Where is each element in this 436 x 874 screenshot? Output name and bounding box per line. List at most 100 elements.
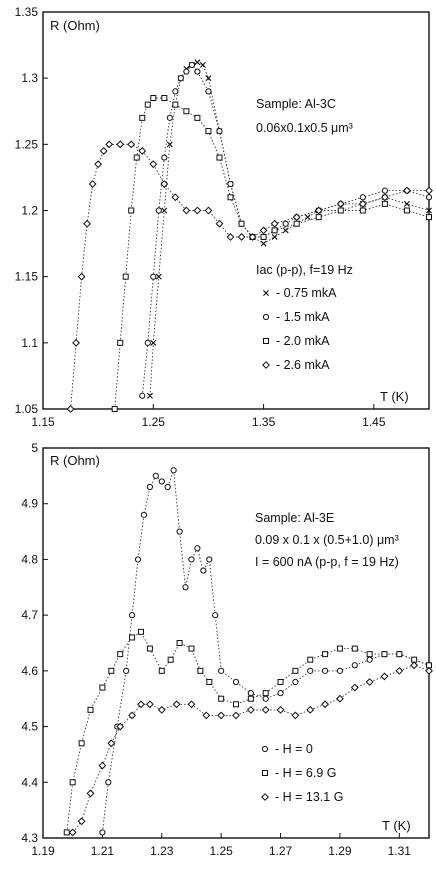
y-tick-label: 1.3 bbox=[21, 71, 38, 85]
data-point bbox=[77, 817, 86, 826]
data-point bbox=[217, 711, 226, 720]
legend-entry: - 1.5 mkA bbox=[276, 310, 330, 324]
data-point bbox=[380, 672, 389, 681]
data-point bbox=[144, 101, 151, 108]
data-point bbox=[98, 761, 107, 770]
data-point bbox=[199, 61, 206, 68]
data-point bbox=[188, 556, 195, 563]
data-point bbox=[117, 651, 124, 658]
data-point bbox=[78, 740, 85, 747]
data-point bbox=[259, 226, 268, 235]
data-point bbox=[146, 483, 153, 491]
y-tick-label: 1.1 bbox=[21, 336, 38, 350]
data-point bbox=[204, 206, 213, 215]
series-line bbox=[114, 97, 430, 410]
data-point bbox=[158, 667, 165, 674]
dims-label-bottom: 0.09 x 0.1 x (0.5+1.0) μm³ bbox=[255, 533, 399, 547]
y-tick-label: 4.7 bbox=[21, 608, 38, 622]
data-point bbox=[307, 667, 314, 674]
series-line bbox=[66, 631, 430, 833]
data-point bbox=[194, 114, 201, 121]
y-tick-label: 4.3 bbox=[21, 831, 38, 845]
data-point bbox=[282, 220, 289, 227]
data-point bbox=[321, 700, 329, 709]
data-point bbox=[145, 700, 154, 709]
series-line bbox=[141, 64, 430, 396]
x-tick-label: 1.25 bbox=[142, 415, 166, 429]
data-point bbox=[403, 186, 411, 195]
data-point bbox=[200, 567, 207, 574]
data-point bbox=[69, 779, 76, 786]
data-point bbox=[86, 789, 95, 798]
data-point bbox=[306, 705, 315, 714]
data-point bbox=[128, 612, 136, 619]
data-point bbox=[116, 140, 125, 149]
data-point bbox=[304, 214, 311, 221]
axis-ticks-top: 1.15 1.25 1.35 1.45 1.05 1.1 1.15 1.2 1.25 1.3 1.3… bbox=[15, 5, 386, 429]
y-tick-label: 1.25 bbox=[15, 137, 39, 151]
data-point bbox=[176, 640, 183, 646]
data-point bbox=[314, 206, 323, 215]
sample-label-bottom: Sample: Al-3E bbox=[255, 511, 334, 525]
data-point bbox=[321, 667, 329, 674]
data-point bbox=[212, 612, 219, 619]
data-point bbox=[227, 194, 234, 201]
y-tick-label: 1.2 bbox=[21, 204, 38, 218]
series-diamond bbox=[68, 661, 433, 837]
data-point bbox=[83, 219, 92, 228]
data-point bbox=[246, 705, 255, 714]
data-point bbox=[150, 95, 157, 102]
data-point bbox=[187, 700, 196, 709]
x-tick-label: 1.15 bbox=[31, 415, 55, 429]
data-point bbox=[425, 666, 433, 675]
y-tick-label: 4.8 bbox=[21, 552, 38, 566]
data-point bbox=[161, 95, 168, 102]
data-point bbox=[99, 147, 108, 155]
series-layer-bottom bbox=[63, 467, 433, 837]
data-point bbox=[129, 634, 136, 641]
data-point bbox=[291, 711, 300, 720]
data-point bbox=[381, 187, 388, 194]
data-point bbox=[233, 701, 239, 708]
data-point bbox=[205, 75, 212, 82]
y-tick-label: 1.35 bbox=[15, 5, 39, 19]
data-point bbox=[117, 339, 124, 346]
data-point bbox=[176, 528, 183, 535]
legend-marker bbox=[262, 313, 270, 321]
data-point bbox=[336, 667, 344, 674]
data-point bbox=[260, 233, 267, 240]
data-point bbox=[63, 829, 70, 836]
data-point bbox=[150, 273, 157, 280]
data-point bbox=[137, 700, 145, 709]
series-line bbox=[70, 143, 429, 410]
data-point bbox=[206, 679, 213, 685]
data-point bbox=[216, 154, 223, 161]
data-point bbox=[161, 207, 168, 214]
data-point bbox=[337, 207, 344, 214]
data-point bbox=[270, 219, 279, 228]
data-point bbox=[307, 656, 314, 663]
y-axis-label-top: R (Ohm) bbox=[50, 18, 100, 33]
data-point bbox=[139, 114, 146, 121]
data-point bbox=[396, 651, 403, 658]
data-point bbox=[177, 75, 184, 82]
data-point bbox=[292, 678, 299, 686]
data-point bbox=[248, 233, 257, 241]
dims-label-top: 0.06x0.1x0.5 μm³ bbox=[256, 121, 353, 135]
y-tick-label: 4.9 bbox=[21, 497, 38, 511]
data-point bbox=[247, 695, 254, 702]
x-tick-label: 1.35 bbox=[252, 415, 276, 429]
data-point bbox=[381, 651, 388, 658]
data-point bbox=[315, 214, 322, 221]
y-tick-label: 4.5 bbox=[21, 720, 38, 734]
y-tick-label: 1.15 bbox=[15, 270, 39, 284]
data-point bbox=[232, 678, 240, 686]
legend-marker bbox=[263, 290, 269, 296]
data-point bbox=[336, 694, 344, 703]
series-layer-top bbox=[66, 59, 433, 413]
data-point bbox=[183, 68, 190, 75]
data-point bbox=[116, 722, 125, 731]
data-point bbox=[194, 545, 201, 552]
data-point bbox=[292, 667, 299, 674]
